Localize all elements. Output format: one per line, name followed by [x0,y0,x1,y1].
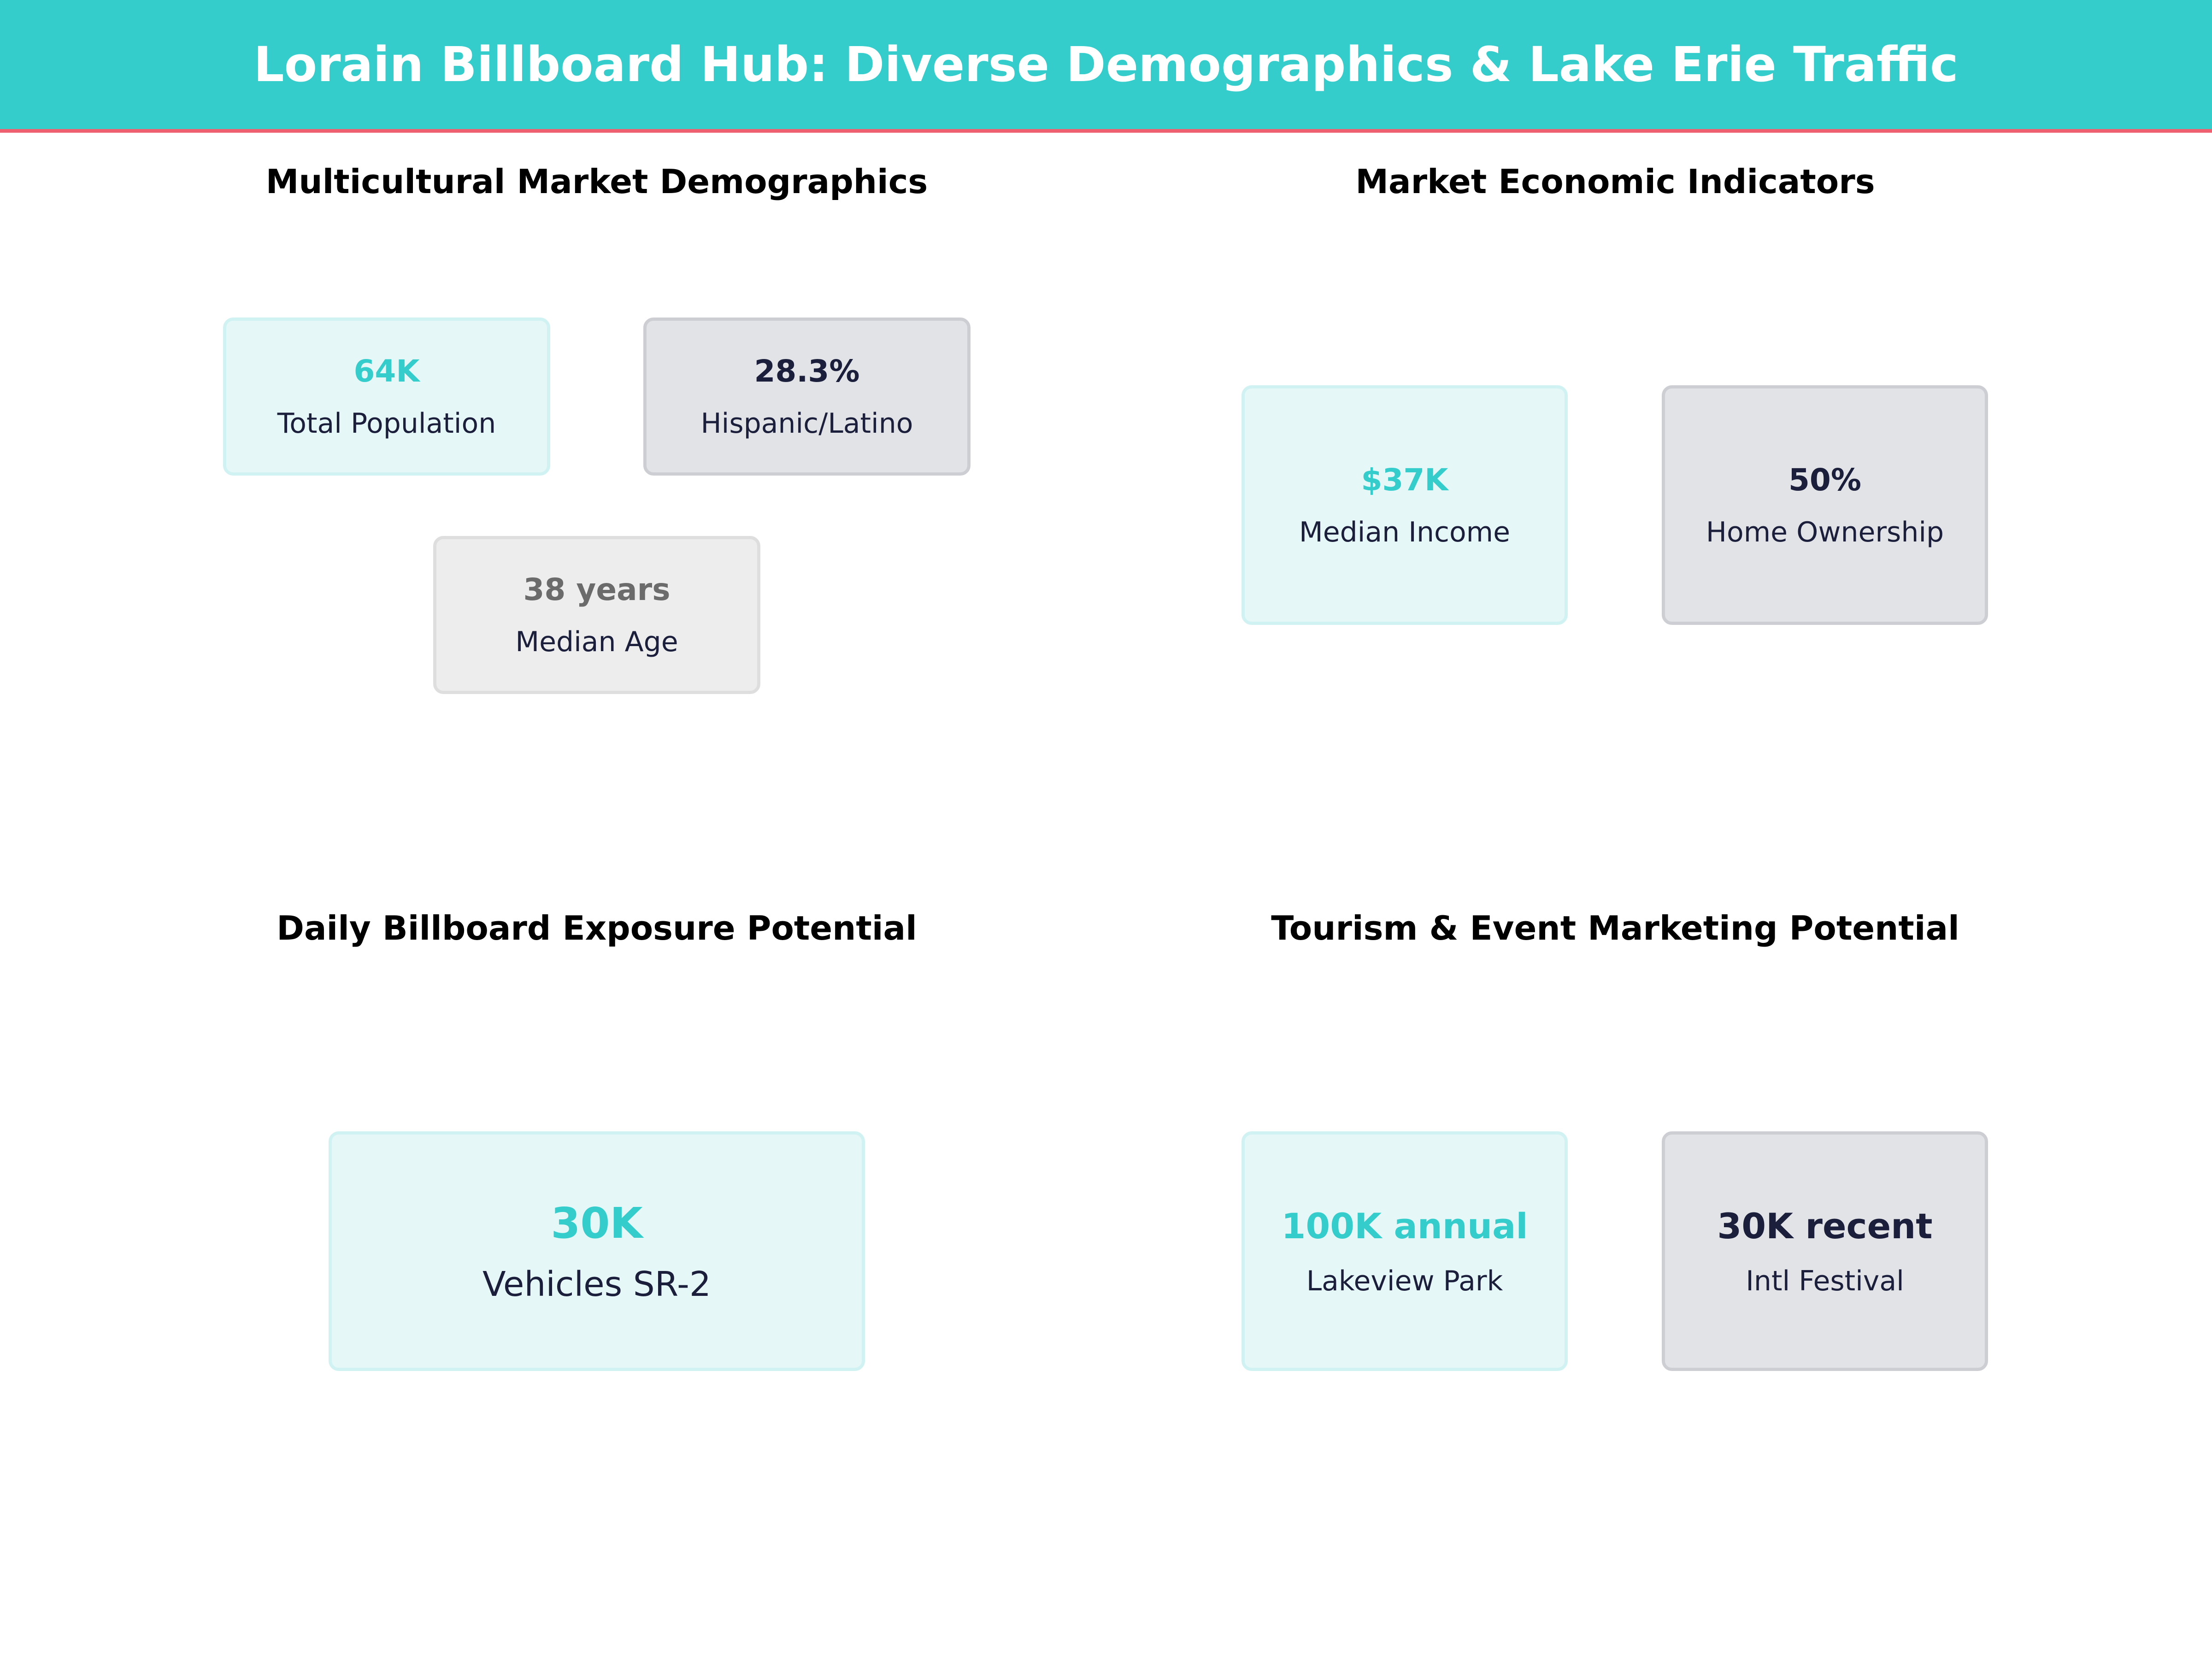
stat-value: 28.3% [754,353,860,389]
header-banner: Lorain Billboard Hub: Diverse Demographi… [0,0,2212,133]
stat-value: 30K [551,1198,643,1248]
section-title-exposure: Daily Billboard Exposure Potential [276,909,917,947]
stat-card-median-income: $37K Median Income [1241,385,1568,625]
stat-value: 38 years [523,572,671,607]
stat-value: $37K [1361,462,1448,498]
stat-card-total-population: 64K Total Population [223,318,550,476]
stat-value: 100K annual [1281,1205,1528,1247]
stat-label: Total Population [277,407,496,440]
stat-card-median-age: 38 years Median Age [433,536,760,694]
stat-label: Vehicles SR-2 [482,1264,711,1304]
stat-value: 50% [1788,462,1861,498]
stat-card-hispanic-latino: 28.3% Hispanic/Latino [643,318,971,476]
stat-label: Intl Festival [1746,1265,1904,1297]
section-title-demographics: Multicultural Market Demographics [265,162,928,201]
stat-label: Median Income [1299,516,1511,548]
page-title: Lorain Billboard Hub: Diverse Demographi… [253,36,1959,93]
section-title-economic: Market Economic Indicators [1355,162,1875,201]
stat-value: 30K recent [1717,1205,1933,1247]
stat-card-lakeview-park: 100K annual Lakeview Park [1241,1131,1568,1371]
stat-card-vehicles-sr2: 30K Vehicles SR-2 [329,1131,865,1371]
stat-label: Lakeview Park [1306,1265,1503,1297]
stat-value: 64K [353,353,420,389]
stat-card-intl-festival: 30K recent Intl Festival [1662,1131,1988,1371]
stat-label: Hispanic/Latino [700,407,913,440]
stat-label: Home Ownership [1706,516,1944,548]
stat-label: Median Age [515,626,678,658]
stat-card-home-ownership: 50% Home Ownership [1662,385,1988,625]
section-title-tourism: Tourism & Event Marketing Potential [1271,909,1959,947]
